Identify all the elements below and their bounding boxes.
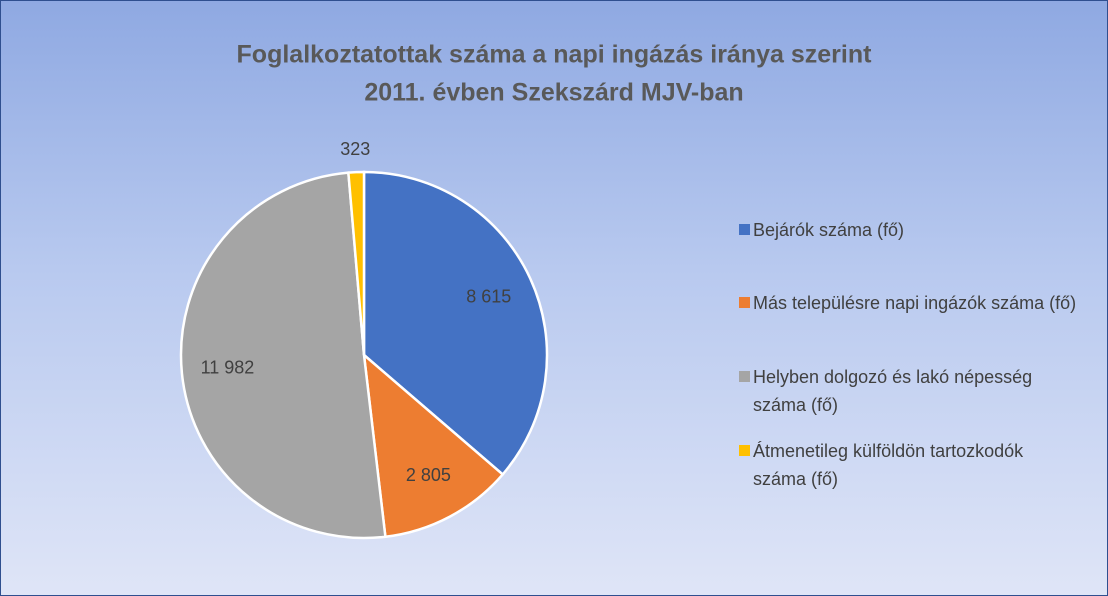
- legend-swatch: [739, 445, 750, 456]
- legend-entry: Más településre napi ingázók száma (fő): [739, 289, 1079, 317]
- legend-swatch: [739, 371, 750, 382]
- legend-entry: Bejárók száma (fő): [739, 216, 1079, 244]
- legend-label: Helyben dolgozó és lakó népesség száma (…: [753, 367, 1033, 415]
- legend-label: Átmenetileg külföldön tartozkodók száma …: [753, 441, 1024, 489]
- data-label: 2 805: [406, 465, 451, 485]
- data-label: 11 982: [201, 358, 255, 378]
- legend-entry: Átmenetileg külföldön tartozkodók száma …: [739, 437, 1079, 493]
- legend-swatch: [739, 224, 750, 235]
- pie-slice: [362, 170, 549, 477]
- chart-title: 2011. évben Szekszárd MJV-ban: [364, 79, 743, 107]
- data-label: 323: [340, 139, 370, 159]
- legend-label: Bejárók száma (fő): [753, 220, 905, 240]
- pie-slice: [347, 170, 366, 356]
- chart-title: Foglalkoztatottak száma a napi ingázás i…: [237, 41, 873, 69]
- pie-slice: [179, 171, 387, 540]
- data-label: 8 615: [466, 287, 511, 307]
- legend-swatch: [739, 297, 750, 308]
- legend-entry: Helyben dolgozó és lakó népesség száma (…: [739, 363, 1079, 419]
- pie-slice: [362, 351, 505, 539]
- legend-label: Más településre napi ingázók száma (fő): [753, 293, 1077, 313]
